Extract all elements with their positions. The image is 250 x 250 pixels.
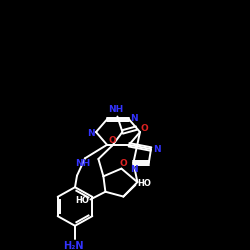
Text: N: N <box>87 128 95 138</box>
Text: HO: HO <box>76 196 89 205</box>
Text: O: O <box>120 159 127 168</box>
Text: NH: NH <box>108 105 123 114</box>
Text: NH: NH <box>76 158 90 168</box>
Text: O: O <box>108 136 116 145</box>
Text: N: N <box>130 114 138 123</box>
Text: H₂N: H₂N <box>63 241 83 250</box>
Text: HO: HO <box>138 178 151 188</box>
Text: N: N <box>153 144 161 154</box>
Text: O: O <box>140 124 148 132</box>
Text: N: N <box>130 165 138 174</box>
